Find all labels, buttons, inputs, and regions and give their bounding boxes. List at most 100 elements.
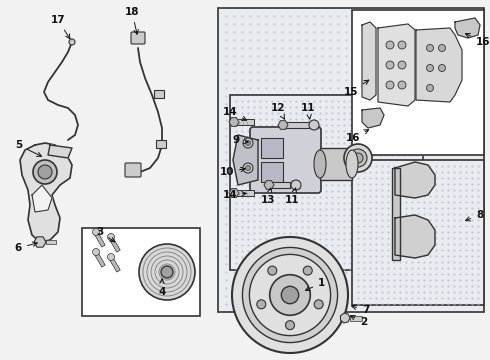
Text: 13: 13 <box>261 188 275 205</box>
Circle shape <box>314 300 323 309</box>
Circle shape <box>353 153 363 163</box>
Bar <box>236 190 254 196</box>
Polygon shape <box>362 22 376 100</box>
Circle shape <box>386 61 394 69</box>
FancyBboxPatch shape <box>131 32 145 44</box>
Circle shape <box>107 234 115 240</box>
Circle shape <box>291 180 301 190</box>
Circle shape <box>426 85 434 91</box>
Text: 14: 14 <box>222 107 246 120</box>
Bar <box>352 160 484 305</box>
Circle shape <box>161 266 173 278</box>
Polygon shape <box>416 28 462 102</box>
Text: 14: 14 <box>222 190 246 200</box>
Circle shape <box>281 286 299 304</box>
Circle shape <box>303 266 312 275</box>
Bar <box>82 228 200 316</box>
Text: 10: 10 <box>220 167 245 177</box>
Text: 8: 8 <box>466 210 483 221</box>
Polygon shape <box>48 145 72 158</box>
Text: 2: 2 <box>350 316 367 327</box>
Bar <box>95 253 105 267</box>
Circle shape <box>309 120 319 130</box>
Circle shape <box>139 244 195 300</box>
Text: 15: 15 <box>343 80 369 97</box>
Circle shape <box>257 300 266 309</box>
Circle shape <box>349 149 367 167</box>
Circle shape <box>270 275 310 315</box>
Bar <box>261 138 283 158</box>
Circle shape <box>426 64 434 72</box>
Bar <box>230 95 423 270</box>
Bar <box>392 168 400 260</box>
Text: 16: 16 <box>345 130 368 143</box>
Bar <box>284 122 309 128</box>
Circle shape <box>344 144 372 172</box>
Bar <box>350 315 362 320</box>
Polygon shape <box>455 18 480 38</box>
Polygon shape <box>32 185 52 212</box>
Text: 11: 11 <box>301 103 315 119</box>
Text: 6: 6 <box>15 242 37 253</box>
Bar <box>110 258 120 272</box>
Circle shape <box>107 253 115 261</box>
Bar <box>110 238 120 252</box>
Circle shape <box>243 138 253 148</box>
Bar <box>154 90 164 98</box>
Circle shape <box>386 81 394 89</box>
Polygon shape <box>264 181 274 189</box>
Circle shape <box>398 61 406 69</box>
Circle shape <box>439 45 445 51</box>
Circle shape <box>245 140 250 145</box>
Bar <box>261 162 283 182</box>
Polygon shape <box>378 24 415 106</box>
Bar <box>352 10 484 155</box>
Polygon shape <box>341 313 350 323</box>
Circle shape <box>426 45 434 51</box>
Circle shape <box>286 321 294 330</box>
Bar <box>218 8 484 312</box>
Bar <box>95 233 105 247</box>
Polygon shape <box>278 121 288 129</box>
Circle shape <box>93 229 99 235</box>
Bar <box>236 119 254 125</box>
Text: 7: 7 <box>352 305 369 315</box>
Text: 9: 9 <box>233 135 248 145</box>
FancyBboxPatch shape <box>125 163 141 177</box>
Circle shape <box>38 165 52 179</box>
Circle shape <box>243 163 253 173</box>
Polygon shape <box>229 189 239 197</box>
Bar <box>156 140 166 148</box>
Circle shape <box>245 166 250 171</box>
Polygon shape <box>229 118 239 126</box>
Circle shape <box>398 81 406 89</box>
Circle shape <box>249 255 331 336</box>
Ellipse shape <box>346 150 358 178</box>
Circle shape <box>386 41 394 49</box>
Bar <box>270 182 290 188</box>
Polygon shape <box>395 162 435 198</box>
Circle shape <box>268 266 277 275</box>
Text: 1: 1 <box>305 278 325 291</box>
Circle shape <box>33 160 57 184</box>
Polygon shape <box>20 143 72 242</box>
Text: 3: 3 <box>97 227 115 242</box>
Bar <box>320 148 352 180</box>
Ellipse shape <box>314 150 326 178</box>
Bar <box>46 240 56 244</box>
Circle shape <box>243 247 338 343</box>
Text: 16: 16 <box>466 33 490 47</box>
Polygon shape <box>34 237 46 247</box>
Circle shape <box>439 64 445 72</box>
Circle shape <box>69 39 75 45</box>
Text: 5: 5 <box>15 140 42 156</box>
Text: 17: 17 <box>50 15 70 39</box>
Text: 18: 18 <box>125 7 139 34</box>
FancyBboxPatch shape <box>250 127 321 193</box>
Text: 12: 12 <box>271 103 285 119</box>
Polygon shape <box>233 135 258 185</box>
Circle shape <box>398 41 406 49</box>
Text: 11: 11 <box>285 188 299 205</box>
Polygon shape <box>395 215 435 258</box>
Circle shape <box>93 248 99 256</box>
